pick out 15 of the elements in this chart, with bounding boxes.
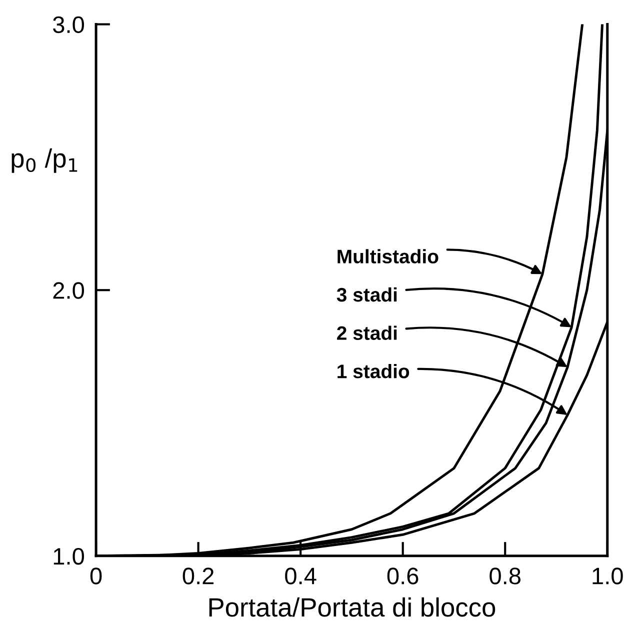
x-axis-title: Portata/Portata di blocco [209,597,496,617]
annotation: 2 stadi [337,326,397,340]
x-tick-label: 1.0 [592,568,623,584]
y-axis-title: p$_{0}$ /p$_{1}$ [12,148,78,173]
y-tick-label: 1.0 [54,548,84,565]
y-tick-label: 2.0 [53,282,84,299]
x-tick-label: 0.4 [285,568,316,584]
annotation: 3 stadi [336,287,397,302]
annotation: 1 stadio [338,364,410,378]
annotation: Multistadio [338,249,438,264]
y-tick-label: 3.0 [53,16,84,34]
x-tick-label: 0.6 [387,568,418,584]
x-tick-label: 0.8 [490,568,520,584]
x-tick-label: 0.2 [182,568,214,584]
x-tick-label: 0 [90,568,102,584]
